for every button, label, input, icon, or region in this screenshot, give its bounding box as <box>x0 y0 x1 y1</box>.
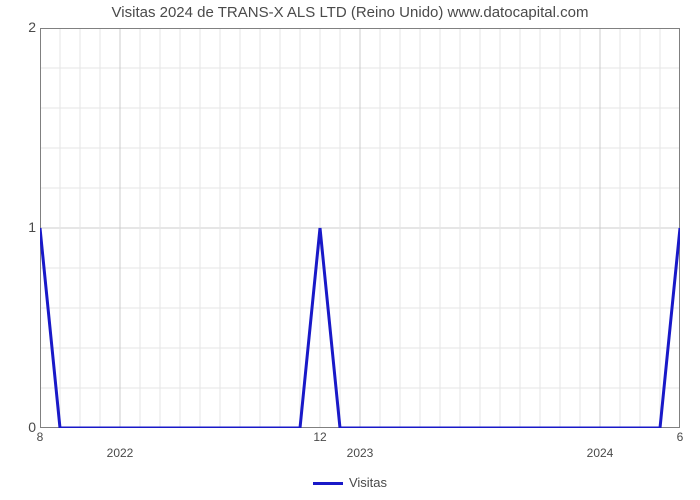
chart-container: Visitas 2024 de TRANS-X ALS LTD (Reino U… <box>0 0 700 500</box>
chart-title: Visitas 2024 de TRANS-X ALS LTD (Reino U… <box>0 4 700 21</box>
legend-label: Visitas <box>349 475 387 490</box>
x-band-label: 6 <box>677 430 684 444</box>
legend-line <box>313 482 343 485</box>
x-tick-label: 2023 <box>347 446 374 460</box>
y-tick-label: 1 <box>6 219 36 235</box>
x-tick-label: 2022 <box>107 446 134 460</box>
legend: Visitas <box>0 475 700 490</box>
x-band-label: 12 <box>313 430 326 444</box>
x-band-label: 8 <box>37 430 44 444</box>
x-tick-label: 2024 <box>587 446 614 460</box>
y-tick-label: 0 <box>6 419 36 435</box>
y-tick-label: 2 <box>6 19 36 35</box>
